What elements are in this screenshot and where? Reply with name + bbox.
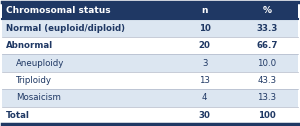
Text: Triploidy: Triploidy	[16, 76, 52, 85]
Text: Total: Total	[6, 111, 30, 120]
Text: 66.7: 66.7	[256, 41, 278, 50]
Text: 43.3: 43.3	[257, 76, 277, 85]
Bar	[2, 2, 298, 19]
Text: 13.3: 13.3	[257, 93, 277, 102]
Text: Normal (euploid/diploid): Normal (euploid/diploid)	[6, 24, 125, 33]
Text: 13: 13	[199, 76, 210, 85]
Text: 10.0: 10.0	[257, 58, 277, 68]
Text: 10: 10	[199, 24, 211, 33]
Text: %: %	[262, 6, 272, 15]
Text: n: n	[202, 6, 208, 15]
Text: 30: 30	[199, 111, 211, 120]
Text: Mosaicism: Mosaicism	[16, 93, 61, 102]
Bar	[2, 89, 298, 107]
Text: 100: 100	[258, 111, 276, 120]
Bar	[2, 54, 298, 72]
Text: 4: 4	[202, 93, 208, 102]
Text: Aneuploidy: Aneuploidy	[16, 58, 64, 68]
Text: 33.3: 33.3	[256, 24, 278, 33]
Text: 20: 20	[199, 41, 211, 50]
Bar	[2, 19, 298, 37]
Bar	[2, 37, 298, 54]
Bar	[2, 107, 298, 124]
Text: 3: 3	[202, 58, 208, 68]
Text: Chromosomal status: Chromosomal status	[6, 6, 111, 15]
Text: Abnormal: Abnormal	[6, 41, 53, 50]
Bar	[2, 72, 298, 89]
